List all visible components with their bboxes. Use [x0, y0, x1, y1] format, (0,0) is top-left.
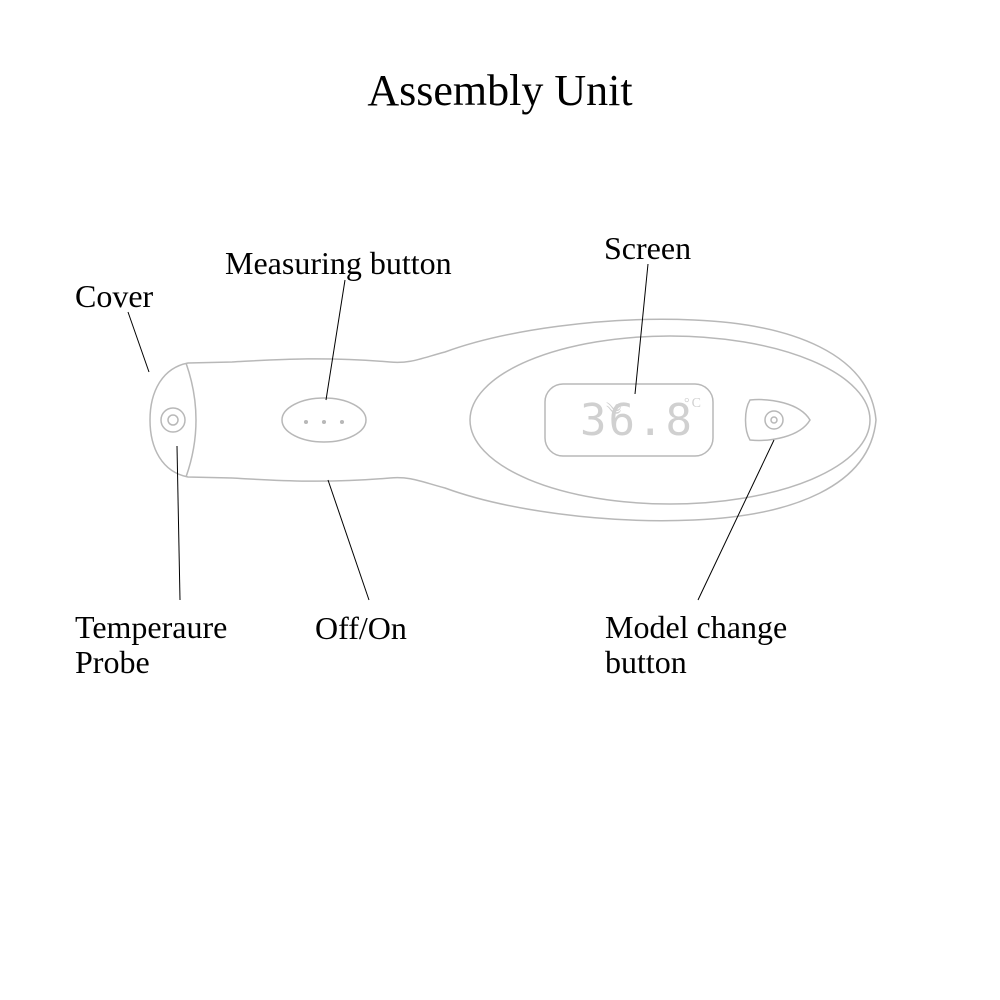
device-diagram: [0, 0, 1000, 1000]
